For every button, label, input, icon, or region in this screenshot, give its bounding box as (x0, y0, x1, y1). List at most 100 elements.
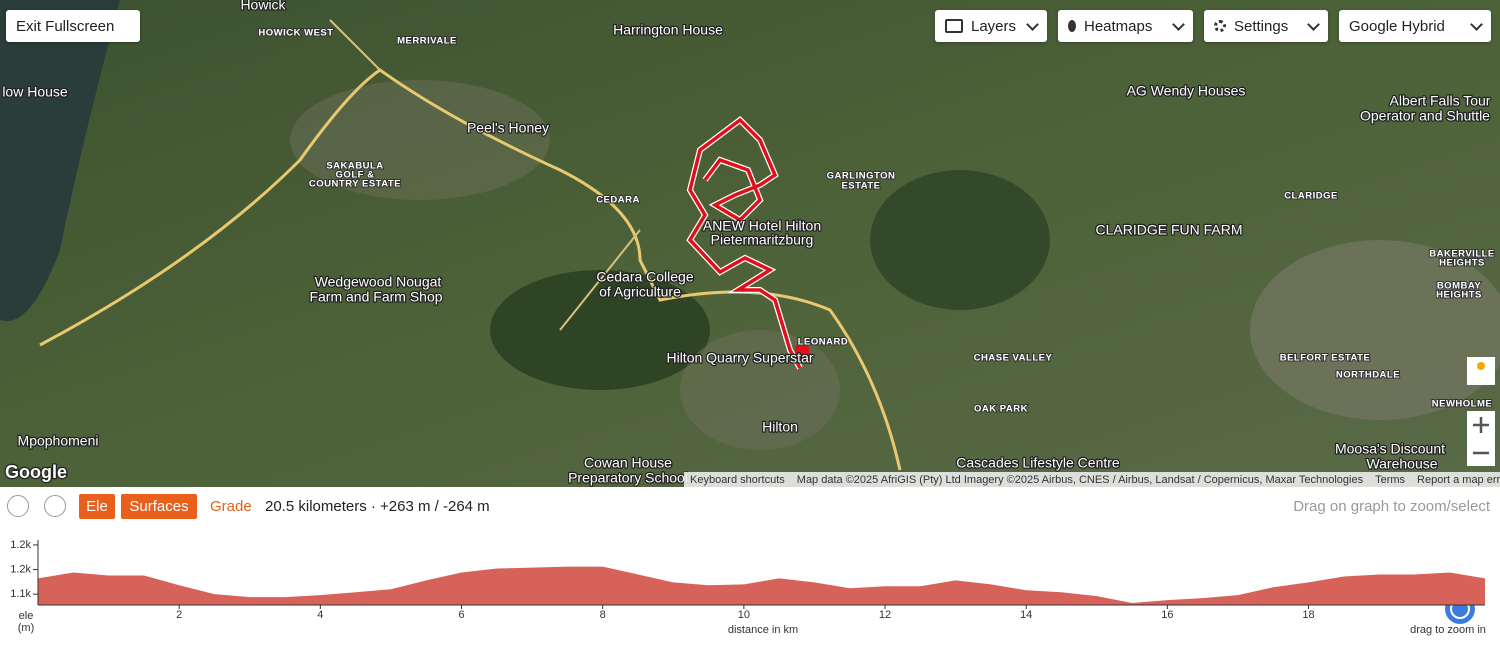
map-label: AG Wendy Houses (1127, 83, 1246, 99)
expand-up[interactable] (7, 495, 29, 517)
link[interactable]: Keyboard shortcuts (690, 473, 785, 486)
forest (870, 170, 1050, 310)
map-label: Harrington House (613, 22, 723, 38)
map-label: HEIGHTS (1439, 258, 1485, 269)
route-end-marker[interactable] (795, 345, 809, 359)
map-label: Farm and Farm Shop (309, 289, 442, 305)
button-label: Google Hybrid (1349, 17, 1445, 35)
map-label: Albert Falls Tour (1390, 93, 1491, 109)
zoom-hint: drag to zoom in (1410, 624, 1486, 636)
x-axis-label: distance in km (728, 624, 798, 636)
x-tick-label: 2 (176, 609, 182, 621)
x-tick-label: 6 (458, 609, 464, 621)
x-tick-label: 14 (1020, 609, 1032, 621)
map-label: CHASE VALLEY (974, 353, 1053, 364)
lake (0, 0, 120, 322)
map-label: Preparatory School (568, 470, 688, 486)
map-label: CLARIDGE (1284, 191, 1338, 202)
map-label: ESTATE (841, 181, 880, 192)
x-tick-label: 12 (879, 609, 891, 621)
map-label: Cedara College (596, 269, 693, 285)
icon (1068, 20, 1076, 32)
route (687, 117, 802, 369)
x-tick-label: 10 (738, 609, 750, 621)
road (329, 19, 641, 331)
map-label: Wedgewood Nougat (315, 274, 442, 290)
x-tick-label: 18 (1302, 609, 1314, 621)
map-label: GARLINGTON (827, 171, 896, 182)
exit-fullscreen-button[interactable]: Exit Fullscreen (6, 10, 140, 42)
collapse-down[interactable] (44, 495, 66, 517)
map-label: NEWHOLME (1432, 399, 1492, 410)
map-label: Moosa's Discount (1335, 441, 1445, 457)
icon (945, 19, 963, 33)
map-label: Mpophomeni (18, 433, 99, 449)
elevation-area (38, 566, 1485, 605)
y-tick-label: 1.2k (10, 563, 31, 575)
map-label: ANEW Hotel Hilton (703, 218, 821, 234)
button-label: Heatmaps (1084, 17, 1153, 35)
link[interactable]: Terms (1375, 473, 1406, 486)
heatmaps-button[interactable]: Heatmaps (1058, 10, 1193, 42)
forest (490, 270, 710, 390)
map-label: Peel's Honey (467, 120, 549, 136)
hint: Drag on graph to zoom/select (1293, 498, 1490, 515)
settings-button[interactable]: Settings (1204, 10, 1328, 42)
y-tick-label: 1.1k (10, 588, 31, 600)
x-tick-label: 4 (317, 609, 323, 621)
text: Map data ©2025 AfriGIS (Pty) Ltd Imagery… (796, 473, 1364, 486)
attribution: Keyboard shortcuts Map data ©2025 AfriGIS… (684, 472, 1500, 487)
y-axis-label: (m) (18, 622, 35, 634)
map-label: OAK PARK (974, 404, 1028, 415)
summary: 20.5 kilometers · +263 m / -264 m (265, 498, 490, 515)
map-label: Warehouse (1366, 456, 1437, 472)
map-label: GOLF & (336, 170, 375, 181)
suburb (680, 330, 840, 450)
grade-button[interactable]: Grade (210, 498, 252, 515)
map-label: CEDARA (596, 195, 640, 206)
suburb (1250, 240, 1500, 420)
map-label: Cowan House (584, 455, 672, 471)
map-label: MERRIVALE (397, 36, 457, 47)
map-label: Google (5, 462, 67, 482)
map-label: Howick (240, 0, 286, 13)
basemap-select[interactable]: Google Hybrid (1339, 10, 1491, 42)
map-label: NORTHDALE (1336, 370, 1400, 381)
x-tick-label: 16 (1161, 609, 1173, 621)
button-label: Layers (971, 17, 1017, 35)
pegman-icon (1477, 362, 1485, 370)
map-label: BOMBAY (1437, 281, 1482, 292)
map-label: HOWICK WEST (258, 28, 333, 39)
map-label: SAKABULA (326, 161, 383, 172)
x-tick-label: 8 (600, 609, 606, 621)
map-label: BAKERVILLE (1429, 249, 1495, 260)
map-label: Hilton (762, 419, 798, 435)
map-label: LEONARD (798, 337, 848, 348)
y-axis-label: ele (19, 610, 34, 622)
button-label: Exit Fullscreen (16, 17, 115, 35)
map-label: COUNTRY ESTATE (309, 179, 401, 190)
layers-button[interactable]: Layers (935, 10, 1047, 42)
surfaces-button[interactable]: Surfaces (121, 494, 197, 519)
ele-button[interactable]: Ele (79, 494, 115, 519)
map-label: CLARIDGE FUN FARM (1095, 222, 1242, 238)
button-label: Settings (1234, 17, 1289, 35)
suburb (290, 80, 550, 200)
map-label: low House (2, 84, 68, 100)
elevation-chart[interactable]: ele (m) distance in km drag to zoom in 1… (0, 487, 1500, 648)
road (39, 68, 902, 471)
map-label: Hilton Quarry Superstar (666, 350, 813, 366)
map-label: HEIGHTS (1436, 290, 1482, 301)
link[interactable]: Report a map error (1417, 473, 1500, 486)
icon (1214, 20, 1226, 32)
zoom-icons[interactable] (1473, 417, 1489, 455)
map-label: Pietermaritzburg (711, 232, 814, 248)
map-label: of Agriculture (599, 284, 681, 300)
map-label: Cascades Lifestyle Centre (956, 455, 1120, 471)
map-label: BELFORT ESTATE (1280, 353, 1371, 364)
map-label: Operator and Shuttle (1360, 108, 1490, 124)
y-tick-label: 1.2k (10, 539, 31, 551)
pegman[interactable] (1467, 357, 1495, 385)
map[interactable]: Howick HOWICK WEST MERRIVALE Harrington Hou… (0, 0, 1500, 487)
